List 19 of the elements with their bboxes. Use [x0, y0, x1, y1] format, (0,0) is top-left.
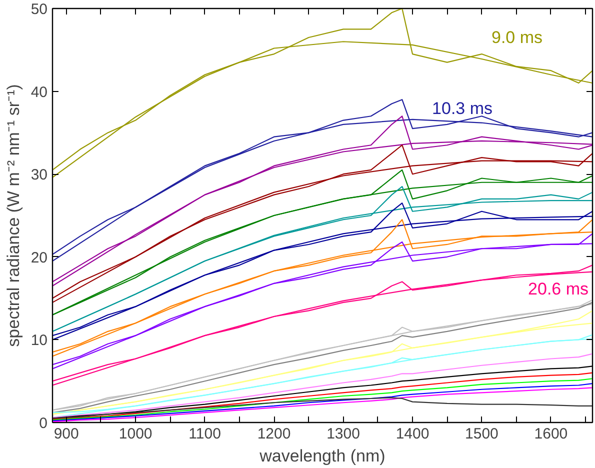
y-tick-label: 50	[30, 1, 48, 18]
series-label: 9.0 ms	[491, 28, 543, 48]
x-tick-label: 1200	[257, 426, 291, 442]
x-tick-label: 1500	[465, 426, 498, 442]
y-tick-label: 40	[30, 84, 48, 101]
y-tick-label: 0	[39, 415, 48, 432]
y-tick-label: 10	[30, 332, 48, 350]
x-tick-label: 1400	[396, 426, 430, 442]
x-axis-title: wavelength (nm)	[258, 446, 386, 466]
y-tick-label: 30	[30, 166, 48, 184]
series-label: 10.3 ms	[432, 99, 493, 118]
x-tick-label: 1600	[534, 426, 568, 442]
y-axis-title: spectral radiance (W m⁻² nm⁻¹ sr⁻¹)	[4, 84, 23, 347]
x-tick-label: 1300	[326, 426, 360, 442]
x-tick-label: 1100	[188, 426, 221, 442]
y-tick-label: 20	[30, 249, 48, 266]
x-tick-label: 900	[54, 426, 79, 442]
series-label: 20.6 ms	[528, 280, 589, 299]
x-tick-label: 1000	[118, 426, 152, 442]
